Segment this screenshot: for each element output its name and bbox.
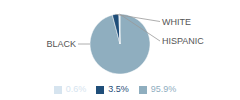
html-text:95.9%: 95.9% <box>150 84 177 94</box>
svg-text:HISPANIC: HISPANIC <box>162 36 204 46</box>
svg-text:WHITE: WHITE <box>162 17 191 27</box>
svg-text:BLACK: BLACK <box>46 39 76 49</box>
html-text:0.6%: 0.6% <box>65 84 87 94</box>
html-text:3.5%: 3.5% <box>108 84 129 94</box>
